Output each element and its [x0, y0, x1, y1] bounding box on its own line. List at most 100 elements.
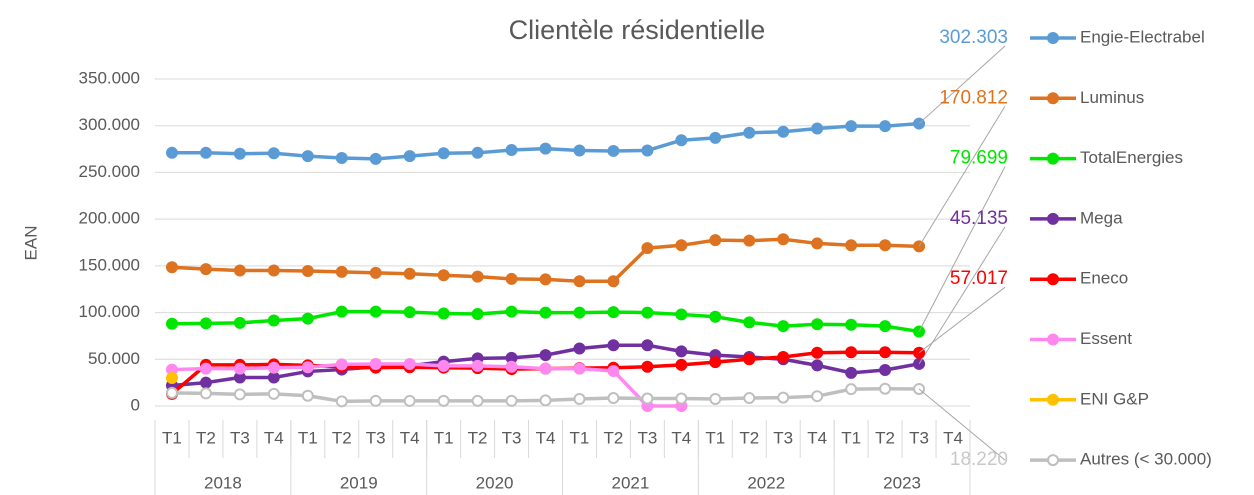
- data-point: [267, 387, 280, 400]
- data-label: 79.699: [950, 148, 1008, 169]
- data-point: [165, 386, 178, 399]
- y-tick-label: 350.000: [79, 68, 140, 87]
- data-point: [335, 265, 348, 278]
- group-label: 2022: [747, 473, 785, 492]
- data-point: [335, 358, 348, 371]
- data-label: 45.135: [950, 208, 1008, 229]
- data-point: [403, 150, 416, 163]
- group-label: 2020: [476, 473, 514, 492]
- group-label: 2018: [204, 473, 242, 492]
- data-point: [607, 275, 620, 288]
- data-point: [165, 371, 178, 384]
- data-point: [777, 233, 790, 246]
- data-point: [505, 360, 518, 373]
- data-point: [199, 387, 212, 400]
- data-point: [437, 359, 450, 372]
- data-point: [199, 263, 212, 276]
- data-point: [709, 356, 722, 369]
- group-label: 2019: [340, 473, 378, 492]
- data-point: [777, 320, 790, 333]
- legend-label: Autres (< 30.000): [1080, 450, 1212, 469]
- data-point: [743, 234, 756, 247]
- data-point: [301, 361, 314, 374]
- data-point: [641, 306, 654, 319]
- data-point: [505, 272, 518, 285]
- data-point: [743, 353, 756, 366]
- data-point: [879, 239, 892, 252]
- data-point: [641, 339, 654, 352]
- leader-line: [918, 106, 1006, 247]
- data-point: [879, 320, 892, 333]
- leader-line: [918, 388, 1006, 461]
- data-point: [301, 264, 314, 277]
- data-point: [641, 242, 654, 255]
- data-point: [641, 360, 654, 373]
- data-point: [301, 150, 314, 163]
- data-point: [437, 394, 450, 407]
- x-tick-label: T3: [909, 428, 929, 447]
- data-point: [573, 342, 586, 355]
- data-point: [539, 349, 552, 362]
- data-point: [641, 144, 654, 157]
- data-point: [879, 364, 892, 377]
- legend-marker: [1047, 152, 1059, 165]
- data-point: [437, 269, 450, 282]
- leader-line: [918, 166, 1006, 332]
- data-point: [369, 394, 382, 407]
- data-point: [199, 376, 212, 389]
- data-point: [811, 237, 824, 250]
- x-tick-label: T1: [570, 428, 590, 447]
- x-tick-label: T2: [875, 428, 895, 447]
- data-label: 302.303: [939, 27, 1008, 48]
- x-tick-label: T1: [434, 428, 454, 447]
- y-tick-label: 100.000: [79, 302, 140, 321]
- x-tick-label: T1: [162, 428, 182, 447]
- data-point: [267, 147, 280, 160]
- data-point: [233, 362, 246, 375]
- data-point: [607, 364, 620, 377]
- legend-label: Eneco: [1080, 269, 1128, 288]
- data-point: [879, 346, 892, 359]
- data-point: [199, 362, 212, 375]
- x-tick-label: T2: [196, 428, 216, 447]
- data-point: [403, 357, 416, 370]
- data-point: [471, 307, 484, 320]
- x-tick-label: T4: [943, 428, 963, 447]
- data-point: [845, 383, 858, 396]
- x-tick-label: T4: [264, 428, 284, 447]
- legend-marker: [1047, 454, 1059, 467]
- data-point: [709, 392, 722, 405]
- data-point: [675, 392, 688, 405]
- data-point: [709, 234, 722, 247]
- legend-marker: [1047, 333, 1059, 346]
- data-point: [539, 273, 552, 286]
- data-point: [437, 147, 450, 160]
- legend-label: ENI G&P: [1080, 389, 1149, 408]
- data-point: [573, 144, 586, 157]
- series-line: [171, 362, 682, 408]
- x-tick-label: T4: [671, 428, 691, 447]
- data-point: [369, 357, 382, 370]
- data-point: [573, 392, 586, 405]
- data-point: [573, 362, 586, 375]
- y-tick-label: 150.000: [79, 255, 140, 274]
- data-label: 18.220: [950, 449, 1008, 470]
- x-tick-label: T1: [841, 428, 861, 447]
- x-tick-label: T3: [637, 428, 657, 447]
- data-point: [573, 275, 586, 288]
- data-point: [811, 318, 824, 331]
- data-point: [471, 359, 484, 372]
- data-point: [199, 317, 212, 330]
- x-tick-label: T2: [739, 428, 759, 447]
- data-point: [573, 306, 586, 319]
- data-point: [709, 310, 722, 323]
- data-point: [233, 388, 246, 401]
- leader-line: [918, 45, 1006, 124]
- data-point: [471, 146, 484, 159]
- data-point: [811, 390, 824, 403]
- x-tick-label: T3: [773, 428, 793, 447]
- chart-title: Clientèle résidentielle: [509, 15, 766, 45]
- data-point: [505, 144, 518, 157]
